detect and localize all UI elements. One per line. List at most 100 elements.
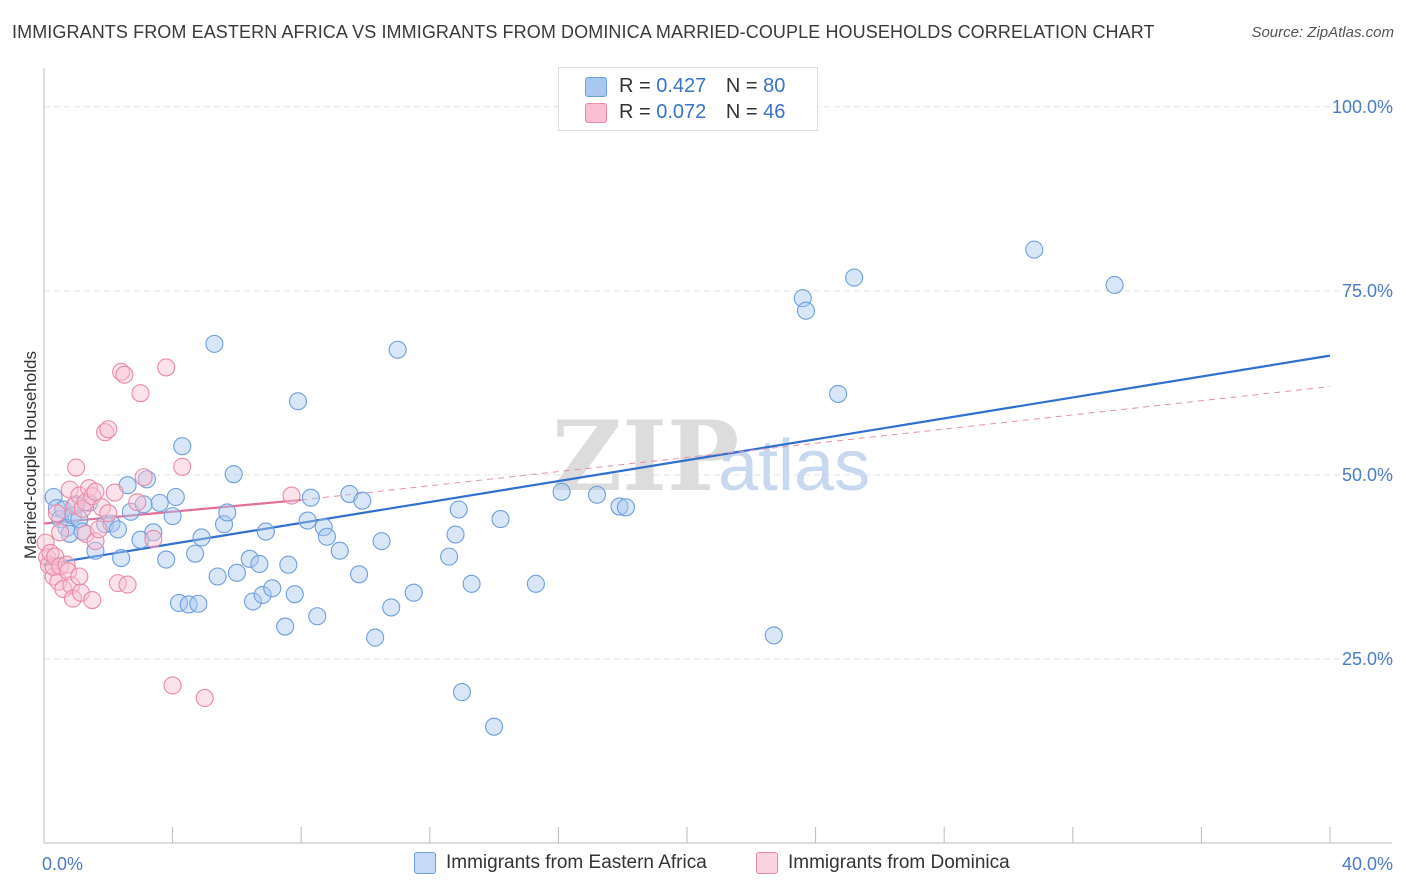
axes	[43, 68, 1392, 844]
data-point	[67, 458, 86, 477]
data-point	[205, 334, 224, 353]
data-point	[157, 550, 176, 569]
series-dominica	[36, 358, 301, 708]
bottom-legend-dominica: Immigrants from Dominica	[756, 852, 1010, 874]
data-point	[1105, 275, 1124, 295]
bottom-legend-swatch-dominica	[756, 852, 778, 874]
data-point	[208, 567, 227, 586]
legend-row-dominica: R = 0.072 N = 46	[585, 101, 785, 127]
data-point	[166, 487, 185, 507]
data-point	[253, 585, 272, 604]
legend-r-value: 0.427	[656, 75, 707, 97]
data-point	[186, 544, 205, 563]
data-point	[137, 470, 156, 489]
data-point	[610, 497, 629, 516]
data-point	[372, 532, 391, 551]
data-point	[163, 507, 182, 526]
data-point	[150, 493, 169, 512]
data-point	[218, 503, 237, 522]
source-label: Source: ZipAtlas.com	[1251, 24, 1394, 41]
data-point	[83, 591, 102, 610]
data-point	[179, 595, 198, 614]
data-point	[276, 617, 295, 636]
data-point	[112, 549, 131, 568]
data-point	[70, 567, 89, 586]
y-tick-label: 50.0%	[1342, 465, 1393, 485]
data-point	[382, 598, 401, 617]
data-point	[214, 515, 234, 534]
data-point	[285, 585, 304, 604]
data-point	[144, 523, 163, 542]
x-tick-label: 0.0%	[42, 854, 83, 874]
data-point	[764, 626, 783, 645]
data-point	[388, 340, 407, 359]
data-point	[131, 384, 150, 403]
legend-swatch-dominica	[585, 102, 607, 123]
data-point	[36, 533, 55, 552]
data-point	[317, 527, 336, 546]
bottom-legend-swatch-eastern-africa	[414, 852, 436, 874]
data-point	[845, 268, 864, 287]
legend-n-value: 80	[763, 75, 786, 97]
data-point	[44, 567, 63, 586]
data-point	[169, 593, 189, 613]
y-tick-label: 100.0%	[1332, 97, 1393, 117]
data-point	[250, 554, 269, 574]
data-point	[279, 555, 298, 574]
data-point	[308, 607, 327, 626]
series-eastern-africa	[44, 240, 1124, 736]
data-point	[134, 468, 153, 487]
chart-title: IMMIGRANTS FROM EASTERN AFRICA VS IMMIGR…	[12, 22, 1155, 42]
gridlines	[44, 106, 1392, 660]
data-point	[485, 717, 504, 736]
data-point	[89, 520, 108, 539]
data-point	[108, 574, 127, 593]
data-point	[51, 523, 70, 542]
legend-row-eastern-africa: R = 0.427 N = 80	[585, 75, 785, 101]
data-point	[173, 457, 192, 476]
data-point	[288, 392, 308, 411]
legend-n-label: N =	[725, 101, 758, 123]
data-point	[366, 628, 385, 647]
legend-r-value: 0.072	[656, 101, 707, 123]
y-tick-label: 75.0%	[1342, 281, 1393, 301]
data-point	[1025, 240, 1044, 259]
data-point	[263, 579, 282, 598]
legend-r-label: R =	[619, 75, 651, 97]
y-tick-label: 25.0%	[1342, 649, 1393, 669]
x-tick-label: 40.0%	[1342, 854, 1393, 874]
data-point	[350, 565, 369, 584]
legend-n-value: 46	[763, 101, 786, 123]
data-point	[829, 384, 848, 403]
data-point	[353, 491, 372, 510]
data-point	[189, 594, 208, 613]
data-point	[86, 532, 105, 551]
data-point	[462, 574, 481, 593]
data-point	[86, 482, 105, 501]
data-point	[330, 541, 349, 560]
data-point	[115, 365, 134, 384]
data-point	[41, 543, 60, 562]
data-point	[86, 541, 105, 560]
data-point	[452, 683, 472, 702]
data-point	[404, 583, 423, 602]
data-point	[224, 465, 243, 484]
data-point	[163, 676, 182, 695]
data-point	[256, 522, 275, 541]
data-point	[173, 437, 192, 456]
data-point	[616, 498, 635, 517]
data-point	[128, 493, 147, 512]
data-point	[587, 485, 607, 504]
data-point	[96, 423, 115, 442]
bottom-legend-eastern-africa: Immigrants from Eastern Africa	[414, 852, 707, 874]
data-point	[446, 525, 465, 544]
data-point	[440, 547, 459, 566]
data-point	[99, 420, 118, 439]
data-point	[243, 592, 263, 611]
data-point	[57, 555, 76, 574]
data-point	[227, 563, 246, 582]
legend-n-label: N =	[725, 75, 758, 97]
data-point	[112, 362, 131, 381]
bottom-legend-label: Immigrants from Eastern Africa	[446, 852, 707, 874]
